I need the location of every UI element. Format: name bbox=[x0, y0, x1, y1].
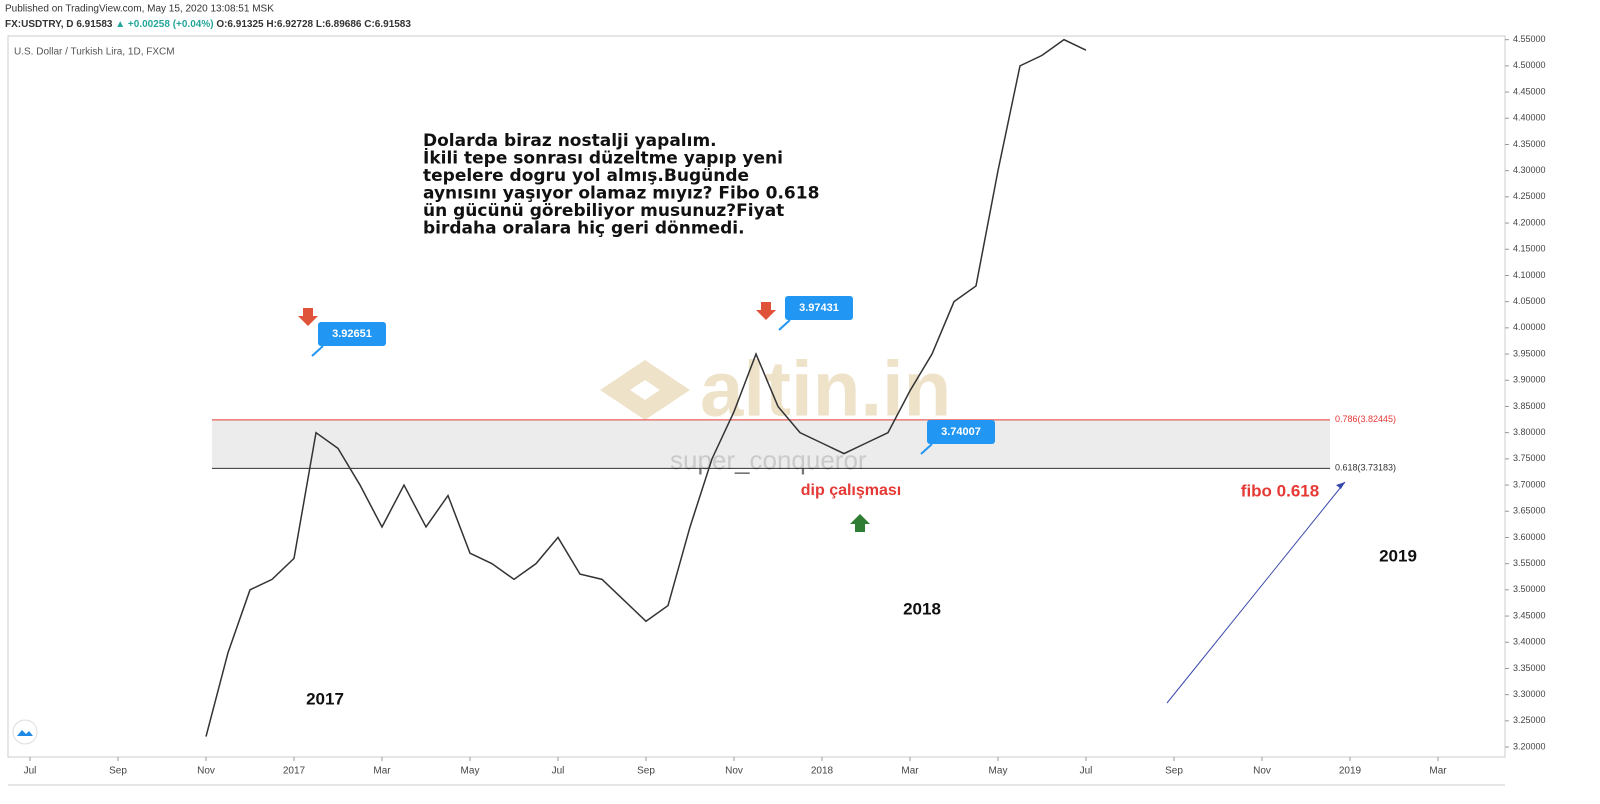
x-tick-label: Mar bbox=[901, 766, 919, 777]
y-tick-label: 4.30000 bbox=[1513, 165, 1546, 175]
y-tick-label: 3.35000 bbox=[1513, 663, 1546, 673]
y-tick-label: 4.35000 bbox=[1513, 139, 1546, 149]
x-tick-label: Sep bbox=[637, 766, 655, 777]
plot-frame bbox=[7, 35, 1506, 758]
x-tick-label: May bbox=[989, 766, 1008, 777]
fib-zone bbox=[212, 419, 1330, 469]
callout-pointer bbox=[311, 345, 324, 357]
y-tick-label: 3.20000 bbox=[1513, 741, 1546, 751]
x-tick-label: Jul bbox=[1080, 766, 1093, 777]
y-tick-label: 4.05000 bbox=[1513, 296, 1546, 306]
callout-pointer bbox=[920, 443, 933, 455]
year-label: 2017 bbox=[306, 689, 344, 708]
down-arrow bbox=[756, 302, 776, 320]
note-line: aynısını yaşıyor olamaz mıyız? Fibo 0.61… bbox=[423, 184, 819, 204]
change: ▲ +0.00258 (+0.04%) bbox=[115, 19, 213, 30]
callout-pointer bbox=[778, 319, 791, 331]
y-tick-label: 4.40000 bbox=[1513, 113, 1546, 123]
y-tick-label: 4.20000 bbox=[1513, 217, 1546, 227]
y-tick-label: 3.75000 bbox=[1513, 453, 1546, 463]
callout-box bbox=[318, 322, 386, 346]
fibo-label: fibo 0.618 bbox=[1241, 481, 1319, 500]
callout-label: 3.92651 bbox=[332, 328, 372, 340]
y-tick-label: 3.50000 bbox=[1513, 584, 1546, 594]
y-tick-label: 3.90000 bbox=[1513, 375, 1546, 385]
y-tick-label: 4.55000 bbox=[1513, 34, 1546, 44]
y-tick-label: 3.55000 bbox=[1513, 558, 1546, 568]
logo bbox=[12, 719, 38, 745]
watermark: altin.in bbox=[700, 345, 951, 433]
y-tick-label: 4.25000 bbox=[1513, 191, 1546, 201]
x-tick-label: 2019 bbox=[1339, 766, 1362, 777]
y-tick-label: 3.60000 bbox=[1513, 532, 1546, 542]
y-tick-label: 4.45000 bbox=[1513, 86, 1546, 96]
fib-label: 0.786(3.82445) bbox=[1335, 414, 1396, 424]
y-tick-label: 4.10000 bbox=[1513, 270, 1546, 280]
watermark-logo bbox=[600, 360, 690, 420]
close: C:6.91583 bbox=[364, 19, 411, 30]
down-arrow bbox=[298, 308, 318, 326]
x-tick-label: Nov bbox=[1253, 766, 1271, 777]
up-arrow bbox=[850, 514, 870, 532]
y-tick-label: 3.30000 bbox=[1513, 689, 1546, 699]
callout-box bbox=[927, 420, 995, 444]
year-label: 2019 bbox=[1379, 546, 1417, 565]
price-line bbox=[205, 38, 1087, 737]
dip-label: dip çalışması bbox=[801, 482, 902, 499]
year-label: 2018 bbox=[903, 599, 941, 618]
note-line: Dolarda biraz nostalji yapalım. bbox=[423, 131, 717, 151]
x-tick-label: Nov bbox=[725, 766, 743, 777]
note-line: tepelere dogru yol almış.Bugünde bbox=[423, 166, 749, 186]
x-tick-label: Mar bbox=[373, 766, 391, 777]
chart-title: U.S. Dollar / Turkish Lira, 1D, FXCM bbox=[14, 47, 175, 58]
note-line: İkili tepe sonrası düzeltme yapıp yeni bbox=[423, 147, 783, 169]
x-tick-label: Mar bbox=[1429, 766, 1447, 777]
y-tick-label: 4.00000 bbox=[1513, 322, 1546, 332]
low: L:6.89686 bbox=[316, 19, 362, 30]
quote-line: FX:USDTRY, D 6.91583 ▲ +0.00258 (+0.04%)… bbox=[5, 19, 411, 30]
y-tick-label: 3.95000 bbox=[1513, 348, 1546, 358]
y-tick-label: 3.25000 bbox=[1513, 715, 1546, 725]
trend-arrow bbox=[1166, 481, 1346, 704]
y-tick-label: 4.50000 bbox=[1513, 60, 1546, 70]
callout-box bbox=[785, 296, 853, 320]
y-tick-label: 3.65000 bbox=[1513, 506, 1546, 516]
fib-label: 0.618(3.73183) bbox=[1335, 463, 1396, 473]
x-tick-label: May bbox=[461, 766, 480, 777]
symbol: FX:USDTRY, D bbox=[5, 19, 74, 30]
published-line: Published on TradingView.com, May 15, 20… bbox=[5, 4, 274, 15]
high: H:6.92728 bbox=[266, 19, 313, 30]
note-line: ün gücünü görebiliyor musunuz?Fiyat bbox=[423, 201, 784, 221]
open: O:6.91325 bbox=[216, 19, 264, 30]
x-tick-label: Sep bbox=[1165, 766, 1183, 777]
y-tick-label: 3.40000 bbox=[1513, 637, 1546, 647]
x-tick-label: Jul bbox=[24, 766, 37, 777]
x-tick-label: Sep bbox=[109, 766, 127, 777]
y-tick-label: 3.70000 bbox=[1513, 479, 1546, 489]
note-line: birdaha oralara hiç geri dönmedi. bbox=[423, 219, 745, 239]
y-tick-label: 4.15000 bbox=[1513, 244, 1546, 254]
y-tick-label: 3.45000 bbox=[1513, 610, 1546, 620]
last: 6.91583 bbox=[76, 19, 113, 30]
y-tick-label: 3.80000 bbox=[1513, 427, 1546, 437]
y-tick-label: 3.85000 bbox=[1513, 401, 1546, 411]
callout-label: 3.97431 bbox=[799, 302, 839, 314]
x-tick-label: 2017 bbox=[283, 766, 306, 777]
x-tick-label: 2018 bbox=[811, 766, 834, 777]
callout-label: 3.74007 bbox=[941, 426, 981, 438]
x-tick-label: Nov bbox=[197, 766, 215, 777]
trend-arrow-head bbox=[1336, 482, 1345, 489]
x-tick-label: Jul bbox=[552, 766, 565, 777]
